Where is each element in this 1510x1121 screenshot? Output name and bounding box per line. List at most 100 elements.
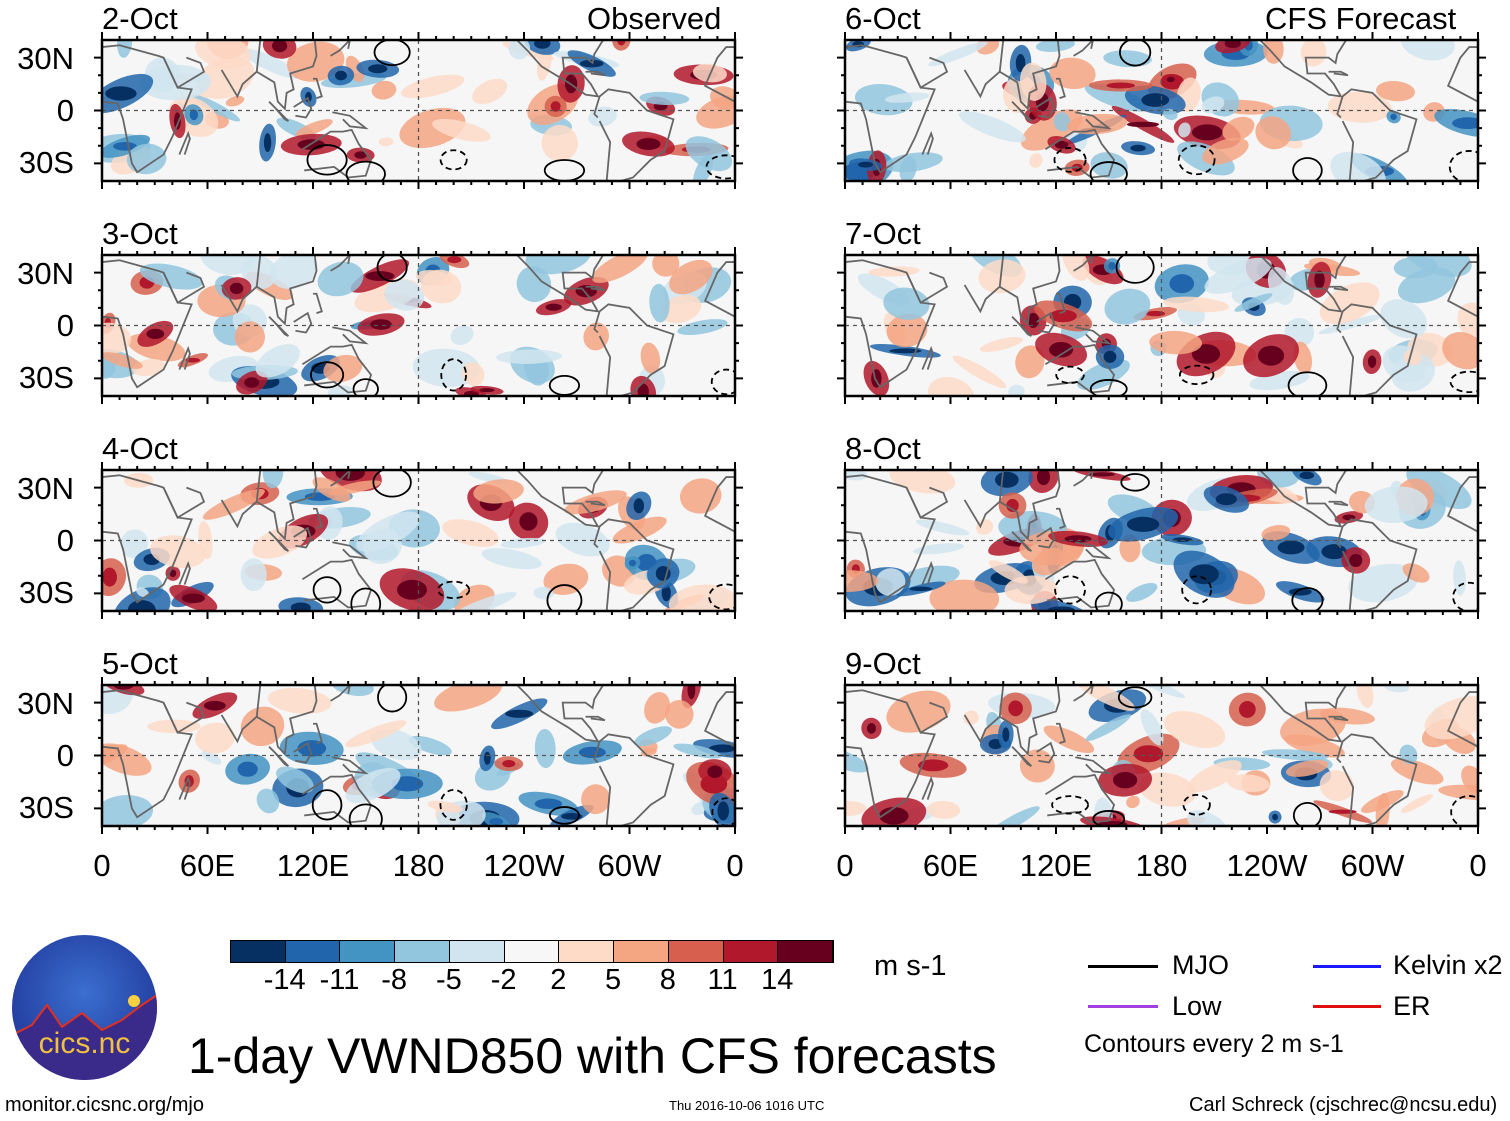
wind-anomaly-blob (1390, 758, 1444, 785)
coastline (1044, 558, 1116, 609)
map-panel (94, 677, 743, 834)
wind-anomaly-core (1048, 341, 1074, 358)
colorbar-tick-label: -2 (490, 964, 517, 996)
coastline (1073, 470, 1094, 487)
colorbar-swatch (231, 941, 286, 962)
coastline (585, 70, 606, 77)
wind-anomaly-core (1238, 701, 1256, 718)
coastline (301, 128, 373, 179)
x-tick-label: 180 (1135, 848, 1188, 883)
coastline (1011, 316, 1033, 337)
wind-anomaly-core (463, 390, 479, 396)
colorbar-units: m s-1 (874, 950, 947, 982)
coastline (268, 316, 290, 337)
wind-anomaly-core (1006, 498, 1019, 513)
wind-anomaly-blob (1149, 330, 1203, 355)
colorbar-tick-label: -14 (263, 964, 306, 996)
wind-anomaly-blob (668, 584, 735, 611)
wind-anomaly-blob (978, 259, 1026, 294)
coastline (921, 130, 934, 155)
wind-anomaly-blob (845, 570, 879, 593)
wind-anomaly-core (858, 161, 874, 168)
y-tick-label: 0 (56, 93, 74, 128)
wind-anomaly-blob (661, 294, 702, 324)
mjo-contour (1287, 371, 1328, 396)
coastline (585, 285, 606, 292)
coastline (102, 44, 193, 174)
wind-anomaly-blob (1103, 50, 1152, 68)
wind-anomaly-core (1036, 470, 1051, 486)
coastline (293, 526, 313, 549)
coastline (102, 259, 193, 389)
wind-anomaly-blob (345, 768, 401, 803)
coastline (256, 685, 318, 756)
coastline (585, 500, 606, 507)
wind-anomaly-core (185, 357, 201, 363)
coastline (1056, 77, 1066, 100)
wind-anomaly-blob (1140, 709, 1164, 746)
wind-anomaly-core (687, 685, 696, 700)
wind-anomaly-core (1054, 140, 1069, 149)
forecast-title: CFS Forecast (1265, 1, 1457, 36)
wind-anomaly-core (502, 759, 516, 768)
coastline (1036, 526, 1056, 549)
wind-anomaly-blob (644, 692, 670, 724)
wind-anomaly-blob (1015, 345, 1045, 379)
colorbar-tick-label: 14 (761, 964, 794, 996)
coastline (207, 40, 262, 99)
wind-anomaly-core (1192, 124, 1223, 141)
mjo-contour (345, 160, 386, 181)
wind-anomaly-blob (1255, 116, 1291, 150)
mjo-contour (377, 685, 408, 713)
wind-anomaly-core (1189, 564, 1219, 585)
coastline (301, 773, 373, 824)
x-tick-label: 180 (392, 848, 445, 883)
wind-anomaly-core (1215, 493, 1237, 506)
coastline (1075, 541, 1112, 560)
coastline (162, 701, 206, 734)
coastline (207, 685, 262, 744)
footer-timestamp: Thu 2016-10-06 1016 UTC (669, 1098, 825, 1113)
wind-anomaly-blob (958, 111, 1026, 143)
colorbar-tick-label: 5 (605, 964, 622, 996)
wind-anomaly-blob (875, 568, 906, 596)
wind-anomaly-core (1314, 270, 1325, 289)
wind-anomaly-blob (1138, 772, 1196, 807)
coastline (1036, 311, 1056, 334)
mjo-contour (1053, 147, 1087, 173)
wind-anomaly-blob (1019, 749, 1055, 783)
wind-anomaly-blob (1400, 40, 1455, 61)
wind-anomaly-blob (1442, 332, 1478, 370)
coastline (950, 255, 1005, 314)
wind-anomaly-blob (1300, 40, 1327, 67)
wind-anomaly-blob (117, 40, 133, 58)
wind-anomaly-core (661, 584, 671, 602)
coastline (301, 343, 373, 394)
coastline (905, 486, 949, 519)
footer-url[interactable]: monitor.cicsnc.org/mjo (5, 1094, 204, 1116)
wind-anomaly-blob (327, 385, 352, 396)
wind-anomaly-blob (473, 479, 524, 504)
wind-anomaly-blob (1261, 525, 1291, 541)
coastline (593, 303, 675, 396)
wind-anomaly-blob (295, 119, 333, 137)
coastline (1336, 303, 1418, 396)
wind-anomaly-blob (913, 543, 965, 555)
mjo-contour (373, 40, 411, 67)
wind-anomaly-blob (1375, 81, 1416, 102)
wind-anomaly-core (545, 303, 562, 311)
coastline (703, 691, 735, 748)
x-tick-label: 60W (597, 848, 662, 883)
wind-anomaly-blob (952, 355, 1007, 388)
coastline (313, 77, 323, 100)
wind-anomaly-core (189, 109, 199, 121)
wind-anomaly-core (1008, 700, 1023, 717)
wind-anomaly-blob (102, 743, 152, 776)
wind-anomaly-core (1328, 809, 1357, 814)
wind-anomaly-blob (1361, 790, 1404, 814)
coastline (516, 255, 604, 313)
x-tick-label: 60E (922, 848, 979, 883)
coastline (845, 689, 936, 819)
mjo-contour (1119, 40, 1152, 67)
y-tick-label: 30S (18, 575, 74, 610)
